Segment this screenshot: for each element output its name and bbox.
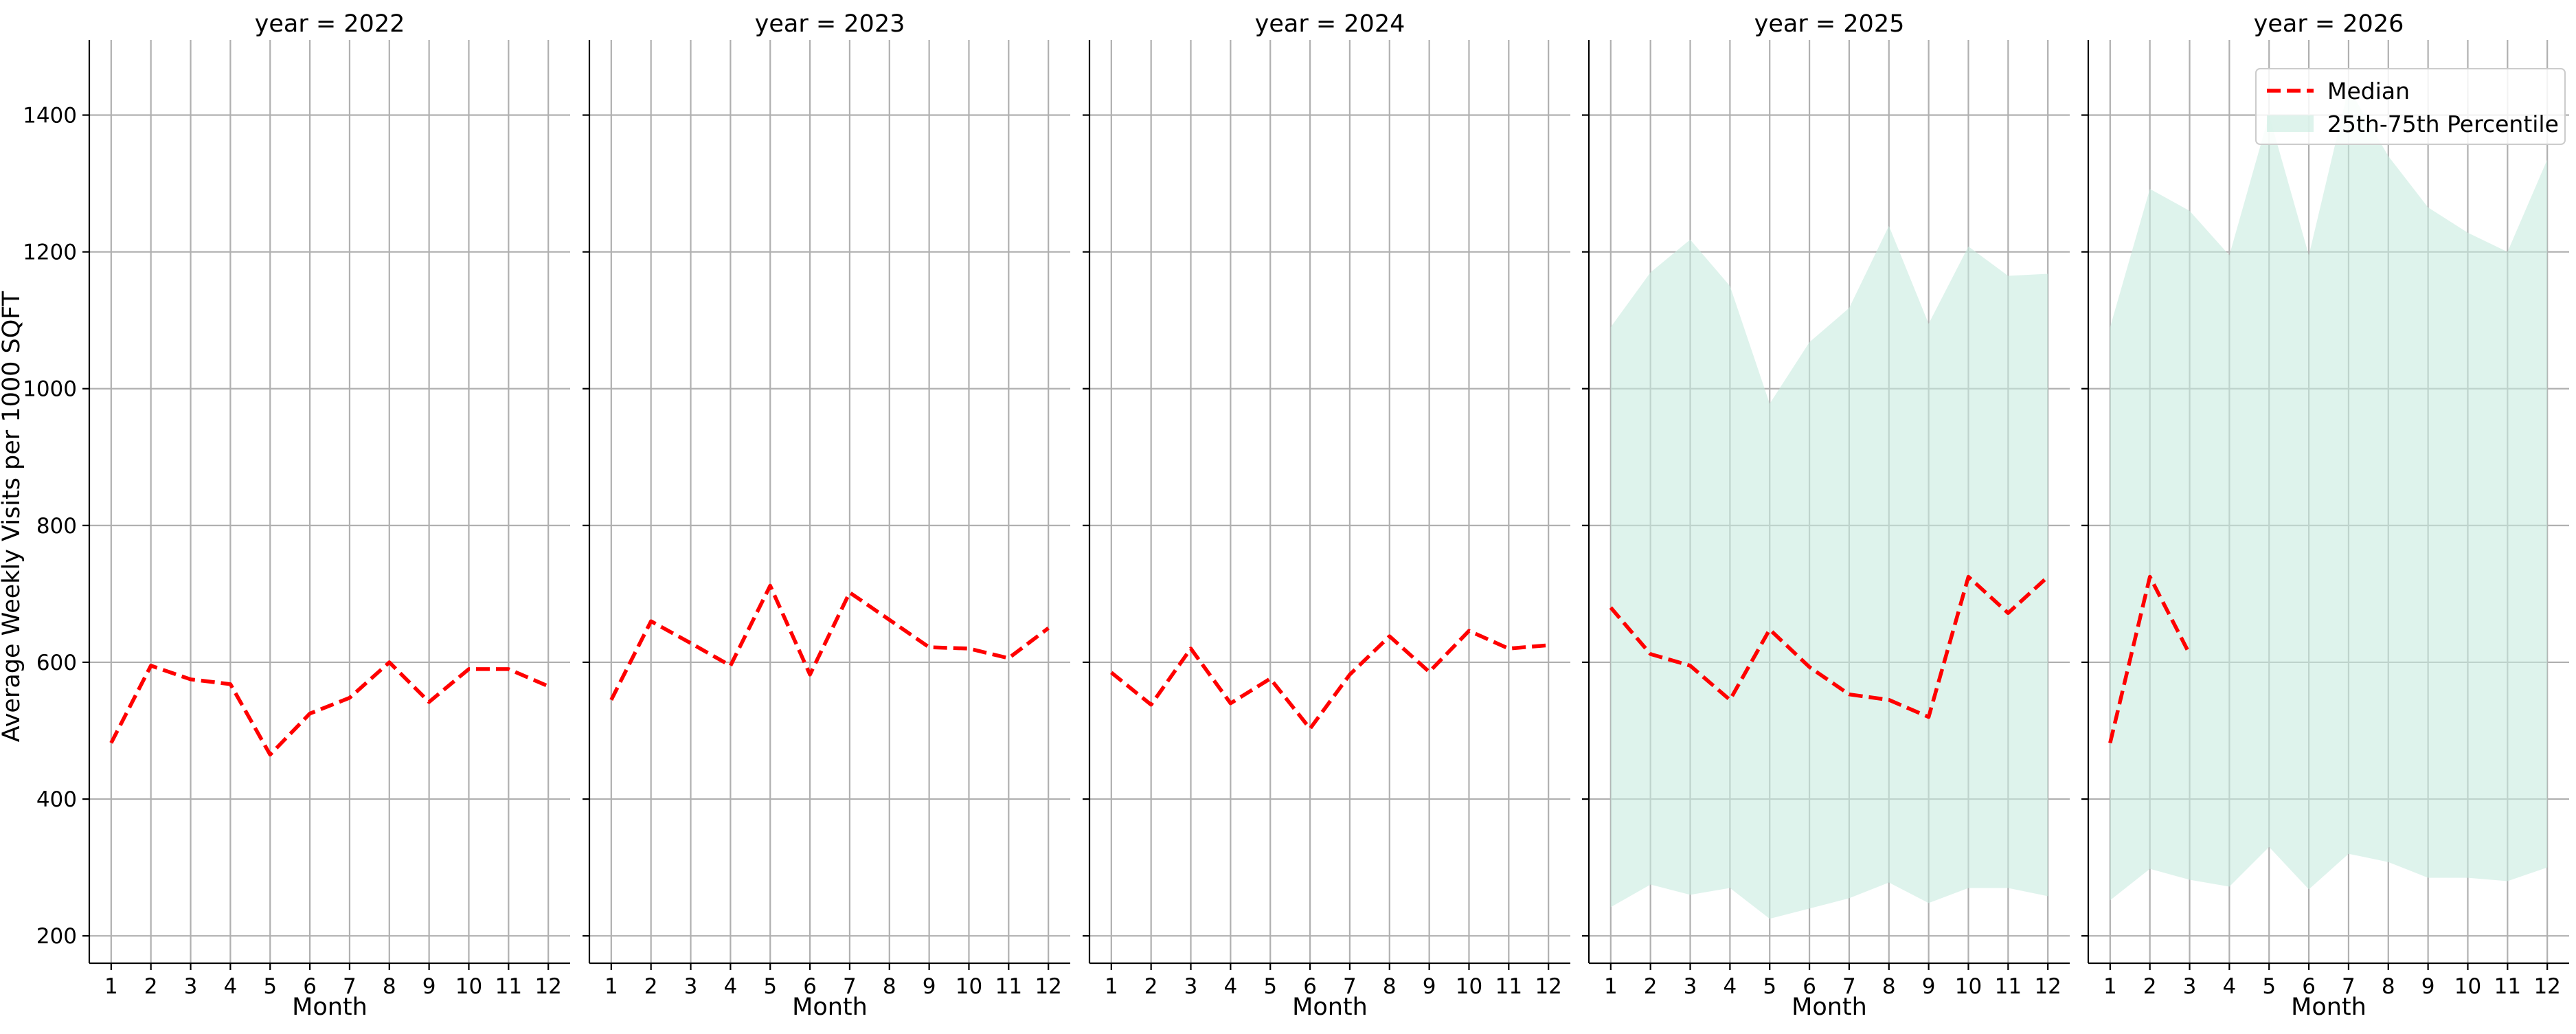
x-tick-label: 6 (303, 974, 317, 999)
x-tick-label: 4 (1224, 974, 1238, 999)
x-tick-label: 3 (184, 974, 198, 999)
x-tick-label: 6 (2302, 974, 2316, 999)
x-tick-label: 7 (1343, 974, 1357, 999)
x-tick-label: 7 (1842, 974, 1856, 999)
x-tick-label: 1 (2103, 974, 2117, 999)
y-tick-label: 200 (36, 924, 77, 949)
x-tick-label: 11 (1995, 974, 2022, 999)
x-axis-label: Month (292, 993, 368, 1021)
y-tick-label: 800 (36, 514, 77, 539)
x-tick-label: 1 (605, 974, 618, 999)
x-tick-label: 10 (1955, 974, 1982, 999)
x-tick-label: 11 (2494, 974, 2521, 999)
x-tick-label: 3 (2183, 974, 2197, 999)
x-tick-label: 7 (843, 974, 857, 999)
x-tick-label: 6 (1303, 974, 1317, 999)
x-tick-label: 2 (1644, 974, 1658, 999)
x-tick-label: 1 (1105, 974, 1118, 999)
median-line (2108, 574, 2191, 744)
x-tick-label: 7 (2342, 974, 2355, 999)
legend: Median 25th-75th Percentile (2255, 68, 2566, 145)
x-tick-label: 4 (224, 974, 238, 999)
x-tick-label: 5 (1263, 974, 1277, 999)
x-tick-label: 12 (534, 974, 561, 999)
x-tick-label: 2 (144, 974, 158, 999)
x-tick-label: 4 (1724, 974, 1737, 999)
median-line (609, 583, 1050, 701)
x-axis-label: Month (1792, 993, 1867, 1021)
x-tick-label: 3 (1184, 974, 1198, 999)
x-tick-label: 6 (803, 974, 817, 999)
x-tick-label: 10 (455, 974, 482, 999)
x-tick-label: 9 (923, 974, 936, 999)
panel-title: year = 2023 (755, 10, 905, 38)
x-tick-label: 12 (2034, 974, 2061, 999)
y-tick-label: 600 (36, 651, 77, 675)
x-tick-label: 5 (763, 974, 777, 999)
x-axis-label: Month (1292, 993, 1368, 1021)
x-tick-label: 4 (2223, 974, 2237, 999)
x-tick-label: 7 (343, 974, 357, 999)
x-tick-label: 1 (1604, 974, 1618, 999)
x-tick-label: 11 (495, 974, 522, 999)
panel-title: year = 2022 (255, 10, 405, 38)
x-tick-label: 8 (2382, 974, 2395, 999)
x-tick-label: 11 (1495, 974, 1522, 999)
legend-box (2255, 68, 2566, 145)
x-tick-label: 9 (422, 974, 436, 999)
x-tick-label: 10 (956, 974, 982, 999)
panel-title: year = 2025 (1754, 10, 1905, 38)
x-tick-label: 10 (1456, 974, 1482, 999)
x-tick-label: 11 (995, 974, 1022, 999)
x-tick-label: 3 (1684, 974, 1697, 999)
x-tick-label: 12 (2533, 974, 2560, 999)
x-tick-label: 10 (2454, 974, 2481, 999)
x-tick-label: 12 (1035, 974, 1061, 999)
x-axis-label: Month (792, 993, 868, 1021)
x-tick-label: 5 (1763, 974, 1776, 999)
x-tick-label: 4 (724, 974, 738, 999)
x-tick-label: 2 (644, 974, 658, 999)
y-tick-label: 400 (36, 787, 77, 812)
percentile-band (2110, 87, 2548, 901)
x-tick-label: 2 (1144, 974, 1158, 999)
legend-label: Median (2327, 78, 2410, 104)
legend-label: 25th-75th Percentile (2327, 111, 2559, 137)
x-tick-label: 8 (1383, 974, 1397, 999)
x-tick-label: 9 (1423, 974, 1436, 999)
x-tick-label: 2 (2143, 974, 2157, 999)
x-tick-label: 12 (1535, 974, 1561, 999)
x-tick-label: 9 (1922, 974, 1936, 999)
panels-layer: 1 2 3 4 5 6 7 8 9 10 11 12200400600800100012001400y… (23, 10, 2569, 1021)
x-axis-label: Month (2291, 993, 2366, 1021)
y-tick-label: 1400 (23, 104, 77, 128)
x-tick-label: 9 (2421, 974, 2435, 999)
y-tick-label: 1000 (23, 377, 77, 402)
x-tick-label: 5 (2262, 974, 2276, 999)
x-tick-label: 8 (883, 974, 896, 999)
panel-title: year = 2026 (2254, 10, 2404, 38)
legend-band-swatch (2267, 115, 2314, 132)
x-tick-label: 5 (263, 974, 277, 999)
x-tick-label: 3 (684, 974, 698, 999)
y-tick-label: 1200 (23, 240, 77, 265)
x-tick-label: 1 (104, 974, 118, 999)
x-tick-label: 8 (1882, 974, 1896, 999)
x-tick-label: 6 (1803, 974, 1816, 999)
median-line (1110, 629, 1549, 731)
panel-1: 1 2 3 4 5 6 7 8 9 10 11 12200400600800100012001400y… (23, 10, 570, 1021)
percentile-band (1610, 225, 2048, 919)
x-tick-label: 8 (383, 974, 396, 999)
y-axis-label: Average Weekly Visits per 1000 SQFT (0, 291, 25, 742)
median-line (109, 660, 550, 757)
panel-title: year = 2024 (1255, 10, 1405, 38)
